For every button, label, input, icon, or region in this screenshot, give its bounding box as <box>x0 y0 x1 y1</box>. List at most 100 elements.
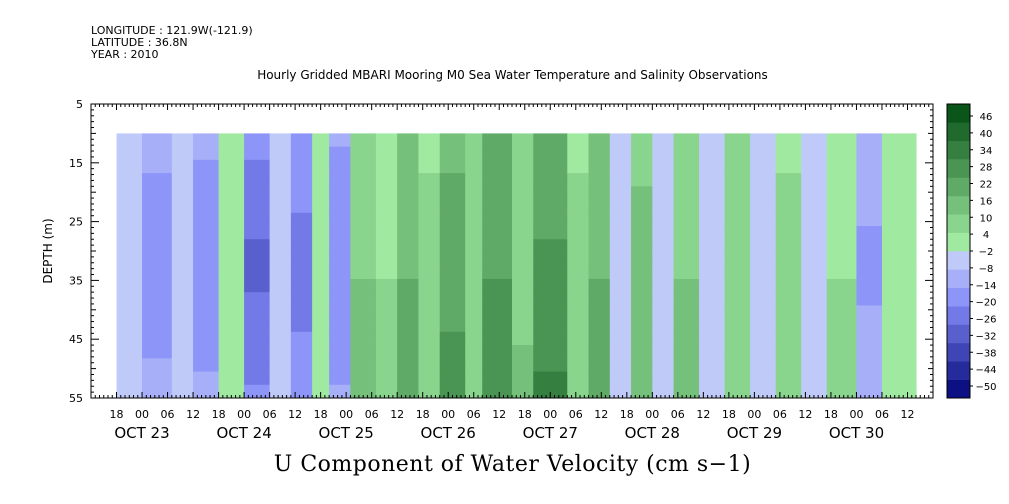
heatmap-cell <box>588 159 611 174</box>
heatmap-cell <box>418 384 441 398</box>
heatmap-cell <box>142 371 173 386</box>
heatmap-cell <box>418 212 441 227</box>
heatmap-cell <box>699 159 726 174</box>
heatmap-cell <box>609 292 632 306</box>
heatmap-cell <box>826 345 858 359</box>
heatmap-cell <box>512 292 534 306</box>
heatmap-cell <box>193 265 220 280</box>
heatmap-cell <box>699 133 726 148</box>
hour-tick-label: 12 <box>901 408 915 421</box>
heatmap-cell <box>512 239 534 254</box>
heatmap-cell <box>750 371 777 386</box>
heatmap-cell <box>588 199 611 214</box>
heatmap-cell <box>418 252 441 267</box>
heatmap-cell <box>418 199 441 214</box>
heatmap-cell <box>290 371 313 386</box>
heatmap-cell <box>290 146 313 161</box>
heatmap-cell <box>856 146 883 161</box>
heatmap-cell <box>801 173 828 187</box>
heatmap-cell <box>312 146 330 161</box>
heatmap-cell <box>218 345 245 359</box>
heatmap-cell <box>290 265 313 280</box>
heatmap-cell <box>465 173 483 187</box>
plot-title: Hourly Gridded MBARI Mooring M0 Sea Wate… <box>257 68 768 82</box>
heatmap-cell <box>439 278 466 293</box>
heatmap-cell <box>269 371 292 386</box>
heatmap-cell <box>856 371 883 386</box>
heatmap-cell <box>609 371 632 386</box>
heatmap-cell <box>418 305 441 320</box>
heatmap-cell <box>881 146 917 161</box>
hour-tick-label: 00 <box>441 408 455 421</box>
heatmap-cell <box>826 358 858 373</box>
heatmap-cell <box>350 199 377 214</box>
heatmap-cell <box>724 212 751 227</box>
hour-tick-label: 18 <box>518 408 532 421</box>
heatmap-cell <box>673 146 700 161</box>
heatmap-cell <box>244 199 271 214</box>
heatmap-cell <box>482 265 513 280</box>
heatmap-cell <box>193 146 220 161</box>
heatmap-band <box>482 133 513 398</box>
heatmap-cell <box>482 239 513 254</box>
hour-tick-label: 06 <box>773 408 787 421</box>
heatmap-cell <box>375 133 398 148</box>
heatmap-cell <box>142 278 173 293</box>
heatmap-cell <box>439 358 466 373</box>
heatmap-cell <box>775 318 802 333</box>
heatmap-cell <box>750 384 777 398</box>
heatmap-cell <box>673 173 700 187</box>
heatmap-cell <box>116 252 143 267</box>
heatmap-cell <box>856 133 883 148</box>
heatmap-cell <box>652 173 675 187</box>
hour-tick-label: 12 <box>492 408 506 421</box>
heatmap-cell <box>856 159 883 174</box>
heatmap-cell <box>699 212 726 227</box>
heatmap-cell <box>482 186 513 201</box>
heatmap-cell <box>588 226 611 240</box>
heatmap-cell <box>218 384 245 398</box>
heatmap-cell <box>826 186 858 201</box>
heatmap-cell <box>142 199 173 214</box>
heatmap-cell <box>397 265 420 280</box>
heatmap-cell <box>439 146 466 161</box>
heatmap-cell <box>244 331 271 346</box>
heatmap-cell <box>567 318 590 333</box>
heatmap-cell <box>465 278 483 293</box>
hour-tick-label: 00 <box>237 408 251 421</box>
colorbar-swatch <box>947 306 970 325</box>
heatmap-cell <box>631 384 653 398</box>
heatmap-cell <box>588 265 611 280</box>
heatmap-cell <box>350 146 377 161</box>
latitude-label: LATITUDE : 36.8N <box>91 36 188 49</box>
heatmap-cell <box>269 186 292 201</box>
hour-tick-label: 12 <box>696 408 710 421</box>
heatmap-cell <box>244 358 271 373</box>
heatmap-cell <box>775 331 802 346</box>
heatmap-cell <box>631 345 653 359</box>
heatmap-cell <box>269 278 292 293</box>
heatmap-cell <box>269 159 292 174</box>
day-label: OCT 23 <box>114 424 169 442</box>
heatmap-cell <box>397 292 420 306</box>
heatmap-band <box>588 133 611 398</box>
heatmap-cell <box>699 331 726 346</box>
heatmap-cell <box>397 226 420 240</box>
heatmap-cell <box>826 305 858 320</box>
heatmap-cell <box>418 371 441 386</box>
heatmap-cell <box>375 173 398 187</box>
heatmap-cell <box>244 239 271 254</box>
heatmap-cell <box>482 133 513 148</box>
heatmap-cell <box>350 133 377 148</box>
heatmap-cell <box>350 186 377 201</box>
heatmap-cell <box>775 239 802 254</box>
colorbar-swatch <box>947 379 970 399</box>
heatmap-cell <box>116 199 143 214</box>
hour-tick-label: 06 <box>161 408 175 421</box>
heatmap-cell <box>329 239 351 254</box>
heatmap-cell <box>775 345 802 359</box>
heatmap-cell <box>652 239 675 254</box>
heatmap-cell <box>329 292 351 306</box>
heatmap-cell <box>631 265 653 280</box>
